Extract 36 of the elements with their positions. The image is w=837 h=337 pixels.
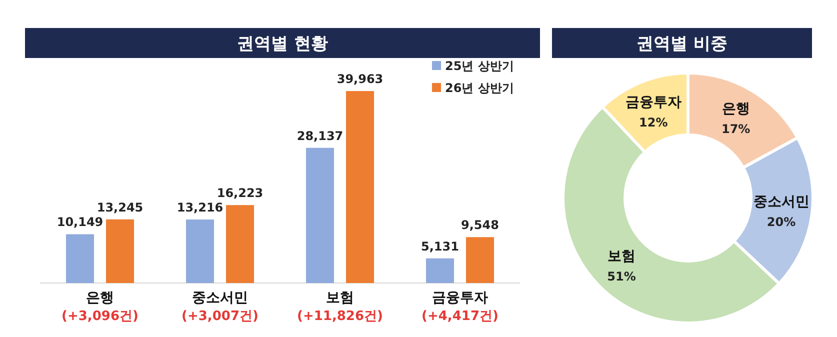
- text: (+3,096건): [62, 309, 138, 324]
- x-tick-label: 중소서민: [192, 290, 248, 306]
- chart-title: 권역별 비중: [636, 34, 728, 54]
- x-tick-label: 보험: [326, 290, 354, 306]
- slice-label: 금융투자: [625, 94, 682, 111]
- data-label: 39,963: [336, 72, 384, 86]
- bar: [466, 237, 494, 283]
- data-label: 9,548: [461, 218, 499, 232]
- bar: [346, 91, 374, 283]
- data-label: 10,149: [56, 215, 104, 230]
- chart-title: 권역별 현황: [237, 34, 328, 54]
- data-label: 17%: [721, 122, 750, 136]
- data-label: 13,245: [96, 200, 144, 214]
- slice-label: 보험: [608, 248, 636, 264]
- bar: [306, 148, 334, 283]
- legend-label: 25년 상반기: [445, 59, 514, 73]
- data-label: 20%: [766, 214, 796, 229]
- x-tick-label: 은행: [86, 290, 114, 306]
- bar: [106, 219, 134, 283]
- text: (+4,417건): [422, 309, 498, 324]
- data-label: 13,216: [176, 200, 224, 215]
- bar: [226, 205, 254, 283]
- bar: [426, 258, 454, 283]
- bar: [186, 220, 214, 283]
- text: (+3,007건): [182, 309, 258, 324]
- legend-label: 26년 상반기: [445, 81, 514, 95]
- data-label: 28,137: [296, 128, 344, 143]
- x-tick-label: 금융투자: [432, 290, 488, 306]
- slice-label: 중소서민: [753, 194, 810, 210]
- slice-label: 은행: [722, 101, 750, 118]
- data-label: 5,131: [421, 239, 459, 254]
- data-label: 12%: [639, 116, 668, 130]
- data-label: 16,223: [216, 186, 264, 200]
- data-label: 51%: [607, 269, 636, 284]
- bar: [66, 234, 94, 283]
- text: (+11,826건): [297, 309, 383, 324]
